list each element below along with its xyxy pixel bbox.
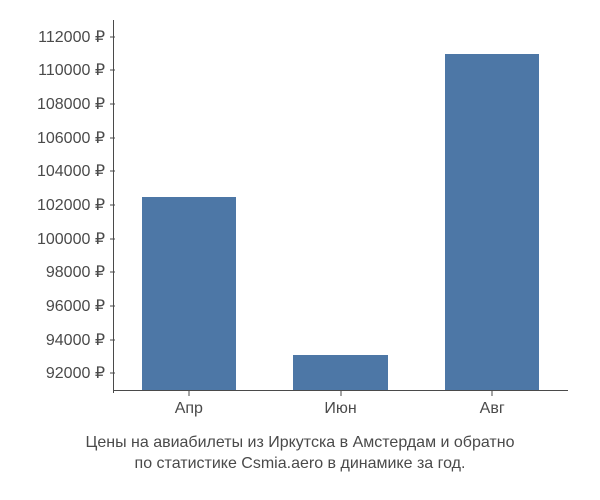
y-tick-label: 100000 ₽ bbox=[37, 229, 105, 249]
chart-caption-line1: Цены на авиабилеты из Иркутска в Амстерд… bbox=[0, 432, 600, 454]
x-tick-label: Авг bbox=[480, 400, 505, 418]
x-tick-label: Июн bbox=[324, 400, 356, 418]
x-axis: Апр Июн Авг bbox=[113, 390, 568, 430]
price-chart: 92000 ₽ 94000 ₽ 96000 ₽ 98000 ₽ 100000 ₽ 1020… bbox=[0, 0, 600, 500]
x-tick-mark bbox=[188, 390, 189, 396]
x-tick-mark bbox=[340, 390, 341, 396]
y-tick-label: 112000 ₽ bbox=[38, 27, 105, 47]
plot-area bbox=[113, 20, 568, 390]
y-tick-label: 94000 ₽ bbox=[46, 330, 105, 350]
y-axis: 92000 ₽ 94000 ₽ 96000 ₽ 98000 ₽ 100000 ₽ 1020… bbox=[0, 20, 113, 390]
y-tick-label: 110000 ₽ bbox=[38, 60, 105, 80]
x-tick-mark bbox=[492, 390, 493, 396]
y-tick-label: 106000 ₽ bbox=[37, 128, 105, 148]
y-tick-label: 104000 ₽ bbox=[37, 161, 105, 181]
bar bbox=[293, 355, 387, 390]
y-tick-label: 102000 ₽ bbox=[37, 195, 105, 215]
bar bbox=[445, 54, 539, 390]
bar bbox=[142, 197, 236, 390]
y-tick-label: 108000 ₽ bbox=[37, 94, 105, 114]
y-tick-label: 98000 ₽ bbox=[46, 262, 105, 282]
y-tick-label: 96000 ₽ bbox=[46, 296, 105, 316]
chart-caption-line2: по статистике Csmia.aero в динамике за г… bbox=[0, 453, 600, 475]
y-tick-label: 92000 ₽ bbox=[46, 363, 105, 383]
x-tick-label: Апр bbox=[175, 400, 203, 418]
